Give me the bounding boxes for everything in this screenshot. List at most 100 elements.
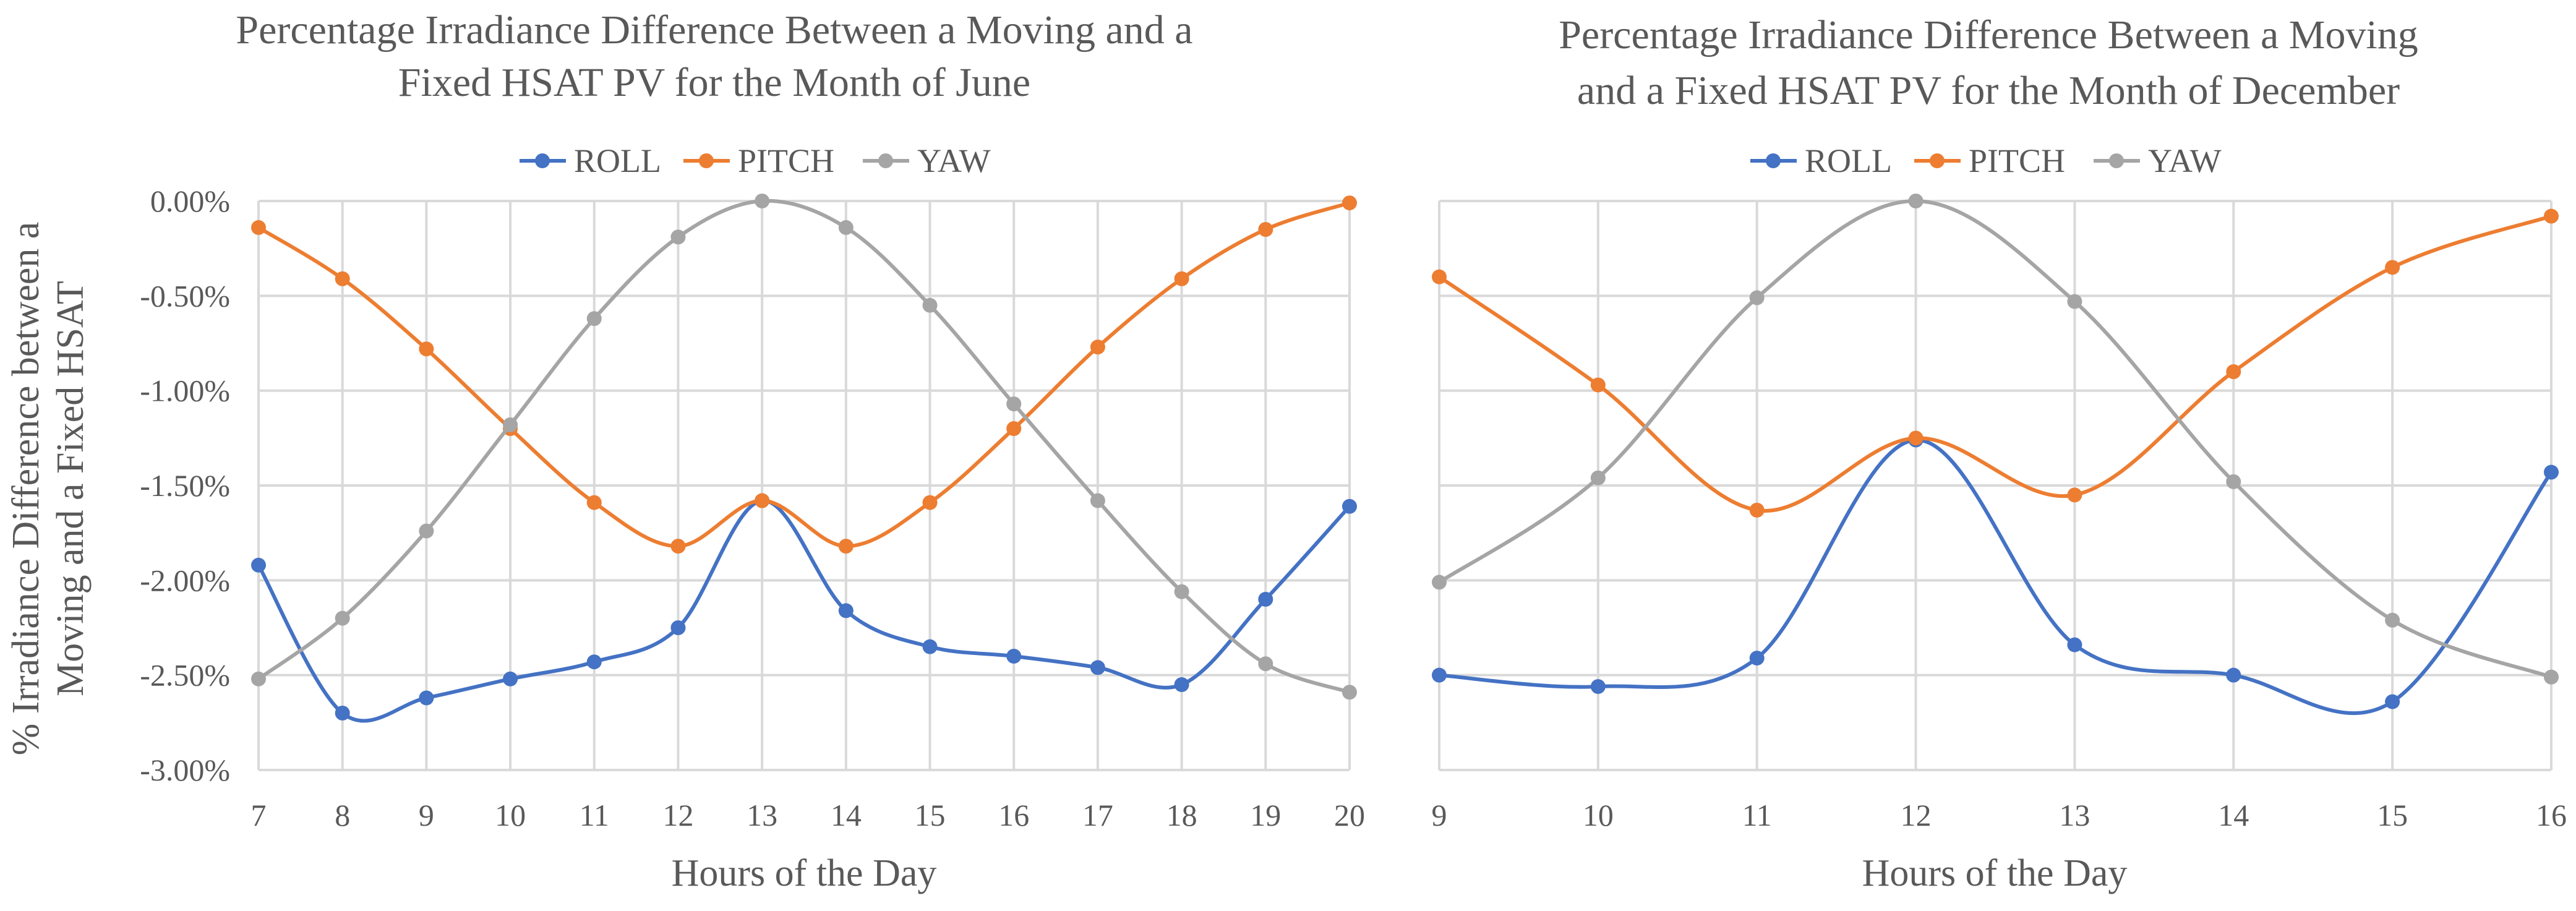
- legend-label-yaw: YAW: [2148, 142, 2222, 179]
- data-point-roll: [670, 620, 686, 635]
- series-line-pitch: [1438, 214, 2552, 513]
- data-point-yaw: [2067, 294, 2082, 309]
- legend-item-yaw: YAW: [2094, 142, 2222, 179]
- data-point-roll: [1090, 660, 1105, 675]
- data-point-yaw: [251, 671, 266, 686]
- data-point-roll: [2067, 637, 2082, 652]
- data-point-pitch: [2544, 208, 2559, 224]
- legend-marker-pitch: [1930, 153, 1945, 168]
- chart-title-line-2: and a Fixed HSAT PV for the Month of Dec…: [1577, 68, 2400, 113]
- series-line-yaw: [257, 199, 1350, 695]
- data-point-pitch: [2067, 487, 2082, 503]
- data-point-roll: [1258, 592, 1273, 607]
- x-tick-label: 10: [1583, 798, 1614, 832]
- data-point-roll: [1432, 667, 1447, 683]
- x-tick-label: 15: [2377, 798, 2408, 832]
- y-tick-label: 0.00%: [150, 184, 230, 218]
- x-axis-title: Hours of the Day: [1862, 852, 2128, 894]
- legend-item-pitch: PITCH: [683, 142, 834, 179]
- data-point-pitch: [1258, 222, 1273, 237]
- legend-marker-pitch: [699, 153, 714, 168]
- legend-label-roll: ROLL: [1805, 142, 1892, 179]
- y-axis-title-line-1: % Irradiance Difference between a: [5, 222, 47, 756]
- y-tick-label: -2.50%: [140, 658, 230, 693]
- data-point-roll: [2544, 464, 2559, 480]
- data-point-pitch: [1090, 340, 1105, 355]
- y-tick-label: -2.00%: [140, 563, 230, 597]
- y-axis-title-line-2: Moving and a Fixed HSAT: [49, 281, 92, 696]
- series-line-yaw: [1438, 199, 2552, 679]
- legend-label-yaw: YAW: [917, 142, 991, 179]
- legend-marker-yaw: [878, 153, 893, 168]
- chart-december: Percentage Irradiance Difference Between…: [1432, 12, 2567, 894]
- data-point-yaw: [2226, 474, 2241, 489]
- legend-item-roll: ROLL: [1750, 142, 1892, 179]
- data-point-pitch: [251, 220, 266, 235]
- data-point-yaw: [1090, 493, 1105, 508]
- x-tick-label: 13: [747, 798, 777, 832]
- x-tick-label: 11: [580, 798, 609, 832]
- data-point-roll: [1590, 679, 1606, 695]
- data-point-yaw: [503, 417, 518, 432]
- data-point-roll: [251, 557, 266, 573]
- y-tick-label: -3.00%: [140, 753, 230, 787]
- x-tick-label: 20: [1334, 798, 1365, 832]
- x-tick-label: 14: [831, 798, 862, 832]
- data-point-pitch: [1908, 430, 1923, 446]
- legend-marker-roll: [1766, 153, 1781, 168]
- data-point-yaw: [670, 229, 686, 245]
- data-point-pitch: [670, 539, 686, 554]
- y-tick-label: -1.50%: [140, 468, 230, 503]
- y-tick-label: -1.00%: [140, 374, 230, 408]
- x-tick-label: 17: [1082, 798, 1113, 832]
- data-point-yaw: [586, 311, 602, 327]
- data-point-pitch: [755, 493, 770, 508]
- legend-marker-roll: [535, 153, 550, 168]
- data-point-pitch: [335, 271, 350, 286]
- legend-item-pitch: PITCH: [1914, 142, 2065, 179]
- data-point-yaw: [838, 220, 854, 235]
- legend: ROLL PITCH YAW: [520, 142, 991, 179]
- legend-item-yaw: YAW: [863, 142, 991, 179]
- y-tick-label: -0.50%: [140, 278, 230, 313]
- data-point-pitch: [1590, 377, 1606, 393]
- x-tick-label: 9: [1432, 798, 1447, 832]
- x-tick-label: 8: [335, 798, 350, 832]
- data-point-pitch: [2385, 260, 2400, 275]
- data-point-pitch: [419, 341, 434, 357]
- data-point-yaw: [2544, 669, 2559, 685]
- x-tick-label: 7: [251, 798, 267, 832]
- series-line-pitch: [257, 201, 1350, 549]
- data-point-pitch: [1006, 421, 1022, 436]
- data-point-pitch: [586, 495, 602, 510]
- data-point-yaw: [419, 523, 434, 539]
- x-tick-label: 9: [419, 798, 434, 832]
- data-point-roll: [1006, 649, 1022, 664]
- x-tick-label: 13: [2059, 798, 2090, 832]
- data-point-roll: [2226, 667, 2241, 683]
- data-point-pitch: [838, 539, 854, 554]
- legend-marker-yaw: [2109, 153, 2124, 168]
- x-tick-label: 19: [1250, 798, 1281, 832]
- data-point-pitch: [2226, 364, 2241, 379]
- x-tick-label: 16: [2536, 798, 2567, 832]
- x-tick-label: 10: [495, 798, 526, 832]
- x-tick-label: 12: [662, 798, 693, 832]
- x-tick-label: 15: [915, 798, 946, 832]
- x-tick-label: 11: [1742, 798, 1772, 832]
- chart-title-line-1: Percentage Irradiance Difference Between…: [236, 7, 1192, 53]
- x-tick-label: 12: [1901, 798, 1932, 832]
- x-tick-label: 18: [1166, 798, 1197, 832]
- data-point-pitch: [1342, 195, 1357, 211]
- x-tick-label: 14: [2218, 798, 2249, 832]
- data-point-roll: [2385, 694, 2400, 709]
- data-point-roll: [335, 706, 350, 721]
- data-point-yaw: [755, 194, 770, 208]
- data-point-pitch: [1174, 271, 1189, 286]
- x-axis-title: Hours of the Day: [672, 852, 937, 894]
- data-point-yaw: [1590, 470, 1606, 485]
- data-point-yaw: [1006, 396, 1022, 412]
- data-point-roll: [838, 603, 854, 618]
- data-point-pitch: [1749, 502, 1765, 518]
